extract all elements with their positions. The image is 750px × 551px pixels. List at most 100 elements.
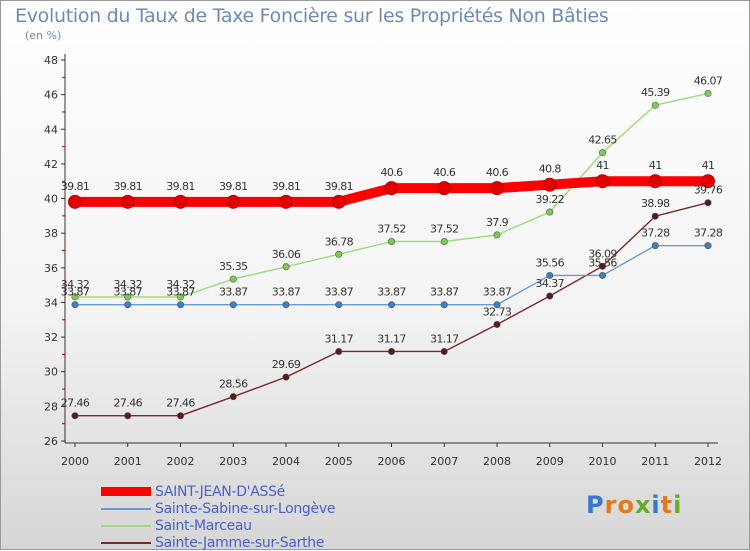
- data-label: 27.46: [114, 397, 143, 410]
- data-label: 45.39: [641, 86, 670, 99]
- brand-letter: x: [634, 491, 652, 519]
- data-label: 37.9: [486, 216, 509, 229]
- data-point: [282, 373, 290, 381]
- x-tick-label: 2008: [483, 455, 511, 468]
- data-label: 38.98: [641, 197, 670, 210]
- legend-swatch: [101, 541, 151, 544]
- y-tick-label: 44: [44, 123, 58, 136]
- data-point: [282, 263, 290, 271]
- brand-text: Proxiti: [586, 491, 682, 519]
- x-tick-label: 2011: [641, 455, 669, 468]
- legend-label: Sainte-Sabine-sur-Longève: [155, 500, 336, 517]
- data-label: 27.46: [166, 397, 195, 410]
- legend-label: Saint-Marceau: [155, 517, 252, 534]
- x-tick-label: 2002: [167, 455, 195, 468]
- data-label: 36.09: [588, 247, 617, 260]
- data-label: 33.87: [219, 286, 248, 299]
- y-tick-label: 36: [44, 262, 58, 275]
- data-point: [440, 347, 448, 355]
- legend-swatch: [101, 507, 151, 510]
- data-point: [68, 194, 82, 209]
- x-tick-label: 2010: [589, 455, 617, 468]
- data-point: [387, 347, 395, 355]
- chart-title: Evolution du Taux de Taxe Foncière sur l…: [15, 5, 609, 27]
- data-label: 41: [702, 159, 715, 172]
- y-tick-label: 28: [44, 400, 58, 413]
- legend-item: Sainte-Jamme-sur-Sarthe: [101, 534, 335, 551]
- data-point: [704, 89, 712, 97]
- data-point: [226, 194, 241, 209]
- data-point: [437, 181, 452, 196]
- data-point: [229, 301, 237, 309]
- data-point: [124, 293, 132, 301]
- data-label: 36.06: [272, 248, 301, 261]
- data-label: 28.56: [219, 378, 248, 391]
- data-label: 33.87: [325, 286, 354, 299]
- data-point: [546, 292, 554, 300]
- y-tick-label: 40: [44, 193, 58, 206]
- legend-label: Sainte-Jamme-sur-Sarthe: [155, 534, 325, 551]
- data-label: 40.6: [433, 166, 456, 179]
- data-label: 37.28: [641, 227, 670, 240]
- data-label: 37.52: [430, 222, 459, 235]
- data-point: [335, 250, 343, 258]
- brand-letter: P: [586, 491, 605, 519]
- y-tick-label: 42: [44, 158, 58, 171]
- data-point: [598, 262, 606, 270]
- x-tick-label: 2005: [325, 455, 353, 468]
- data-point: [331, 194, 346, 209]
- data-label: 40.6: [486, 166, 509, 179]
- proxiti-logo: Proxiti: [586, 491, 682, 519]
- data-label: 35.35: [219, 260, 248, 273]
- data-point: [387, 301, 395, 309]
- data-point: [704, 199, 712, 207]
- data-point: [124, 301, 132, 309]
- data-label: 41: [649, 159, 662, 172]
- x-tick-label: 2009: [536, 455, 564, 468]
- y-tick-label: 34: [44, 296, 58, 309]
- legend-item: Sainte-Sabine-sur-Longève: [101, 500, 335, 517]
- data-point: [490, 181, 504, 196]
- brand-letter: t: [660, 491, 674, 519]
- data-point: [335, 347, 343, 355]
- data-label: 39.81: [325, 180, 354, 193]
- data-point: [704, 242, 712, 250]
- data-label: 39.81: [272, 180, 301, 193]
- x-tick-label: 2006: [378, 455, 406, 468]
- brand-letter: o: [617, 491, 635, 519]
- data-point: [546, 271, 554, 279]
- data-point: [124, 412, 132, 420]
- y-axis-unit-label: (en %): [25, 29, 62, 42]
- data-point: [279, 194, 293, 209]
- data-label: 33.87: [61, 286, 90, 299]
- x-tick-label: 2007: [430, 455, 458, 468]
- data-label: 34.37: [536, 277, 565, 290]
- data-point: [229, 275, 237, 283]
- data-point: [71, 301, 79, 309]
- data-label: 33.87: [166, 286, 195, 299]
- brand-letter: r: [604, 491, 618, 519]
- data-label: 34.32: [166, 278, 195, 291]
- data-label: 37.28: [694, 227, 723, 240]
- data-label: 42.65: [588, 134, 617, 147]
- data-point: [177, 301, 185, 309]
- data-point: [229, 393, 237, 401]
- brand-letter: i: [651, 491, 661, 519]
- data-label: 33.87: [114, 286, 143, 299]
- data-label: 34.32: [114, 278, 143, 291]
- data-point: [387, 237, 395, 245]
- data-label: 39.81: [114, 180, 143, 193]
- data-point: [546, 208, 554, 216]
- legend-swatch: [101, 487, 151, 496]
- data-point: [71, 412, 79, 420]
- data-label: 34.32: [61, 278, 90, 291]
- data-label: 40.8: [539, 163, 562, 176]
- data-label: 39.76: [694, 184, 723, 197]
- data-label: 31.17: [430, 332, 459, 345]
- data-point: [651, 212, 659, 220]
- data-point: [177, 293, 185, 301]
- data-point: [384, 181, 399, 196]
- x-tick-label: 2003: [219, 455, 247, 468]
- x-tick-label: 2012: [694, 455, 722, 468]
- data-label: 35.56: [536, 256, 565, 269]
